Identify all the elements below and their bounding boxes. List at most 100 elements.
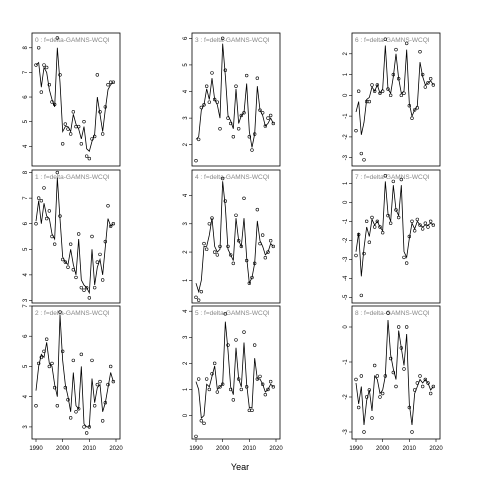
data-point [36,46,41,50]
data-point [399,177,404,182]
data-point [431,83,436,87]
data-point [111,80,116,84]
y-tick-label: -2 [343,134,349,140]
data-point [204,84,209,88]
data-point [426,381,430,385]
data-point [260,382,265,386]
data-point [74,410,78,414]
data-point [268,113,273,118]
data-point [255,76,260,80]
y-tick-label: -4 [343,275,349,281]
y-tick-label: -5 [343,294,349,300]
data-point [391,179,396,184]
data-point [247,135,252,139]
data-point [44,337,49,341]
plot-area [34,36,116,161]
panel-title: 1 : f=delta-GAMNS-WCQI [35,174,110,181]
data-point [266,116,270,120]
data-point [426,81,430,85]
data-point [207,100,212,104]
y-tick-label: 4 [183,89,189,93]
data-point [367,240,372,244]
data-point [420,227,425,231]
y-tick-label: -3 [343,256,349,262]
data-point [34,404,38,408]
y-tick-label: 2 [183,142,189,146]
data-point [372,363,377,368]
data-point [111,222,116,226]
data-point [431,223,436,227]
data-point [423,85,428,89]
data-point [250,408,254,413]
data-point [231,135,236,139]
y-tick-label: 8 [23,45,29,49]
data-point [196,377,201,381]
plot-area [34,170,116,300]
data-point [402,367,406,371]
data-point [228,253,233,257]
panel-title: 2 : f=delta-GAMNS-WCQI [35,310,110,317]
data-point [362,430,366,434]
x-tick-label: 2000 [56,446,70,452]
data-point [418,50,422,54]
data-point [39,198,44,203]
data-point [428,391,433,396]
data-point [410,430,414,434]
y-tick-label: 1 [343,181,349,185]
data-point [239,113,244,118]
data-point [60,142,65,146]
data-point [87,156,92,161]
data-point [215,253,220,257]
data-point [50,361,54,366]
panel: 0 : f=delta-GAMNS-WCQI 4 5 6 7 8 [23,32,121,167]
data-point [194,295,198,300]
data-point [244,73,249,78]
data-point [394,47,398,52]
data-point [236,127,241,131]
fit-line [35,177,114,295]
x-tick-label: 2000 [216,446,230,452]
data-point [260,233,265,237]
x-tick-label: 2010 [243,446,257,452]
data-point [250,148,254,152]
y-tick-label: 2 [183,250,189,254]
data-point [71,358,76,363]
y-tick-label: -2 [343,394,349,400]
data-point [231,398,236,402]
y-tick-label: 3 [23,425,29,429]
data-point [271,121,276,126]
y-tick-label: 3 [183,335,189,339]
panel-frame [191,305,281,440]
data-point [100,419,105,423]
y-tick-label: 3 [23,298,29,302]
panel-frame [351,32,441,167]
data-point [372,89,377,93]
data-point [84,431,89,435]
data-point [396,325,401,329]
fit-line [355,45,434,135]
data-point [378,91,382,95]
data-point [431,384,436,389]
data-point [359,293,364,298]
data-point [271,244,276,249]
data-point [268,379,273,384]
y-tick-label: 0 [343,325,349,329]
data-point [271,385,276,389]
data-point [106,204,110,208]
data-point [108,224,113,228]
data-point [359,374,364,378]
data-point [404,41,409,46]
data-point [82,119,86,124]
data-point [92,285,97,290]
x-tick-label: 1990 [189,446,203,452]
data-point [79,352,84,357]
data-point [63,122,68,126]
data-point [84,285,89,290]
panel: 1 : f=delta-GAMNS-WCQI 3 4 5 6 7 8 [23,169,121,304]
data-point [418,223,422,227]
data-point [394,384,398,389]
y-tick-label: 7 [23,304,29,308]
data-point [202,241,206,246]
data-point [71,110,76,114]
y-tick-label: 6 [23,334,29,338]
